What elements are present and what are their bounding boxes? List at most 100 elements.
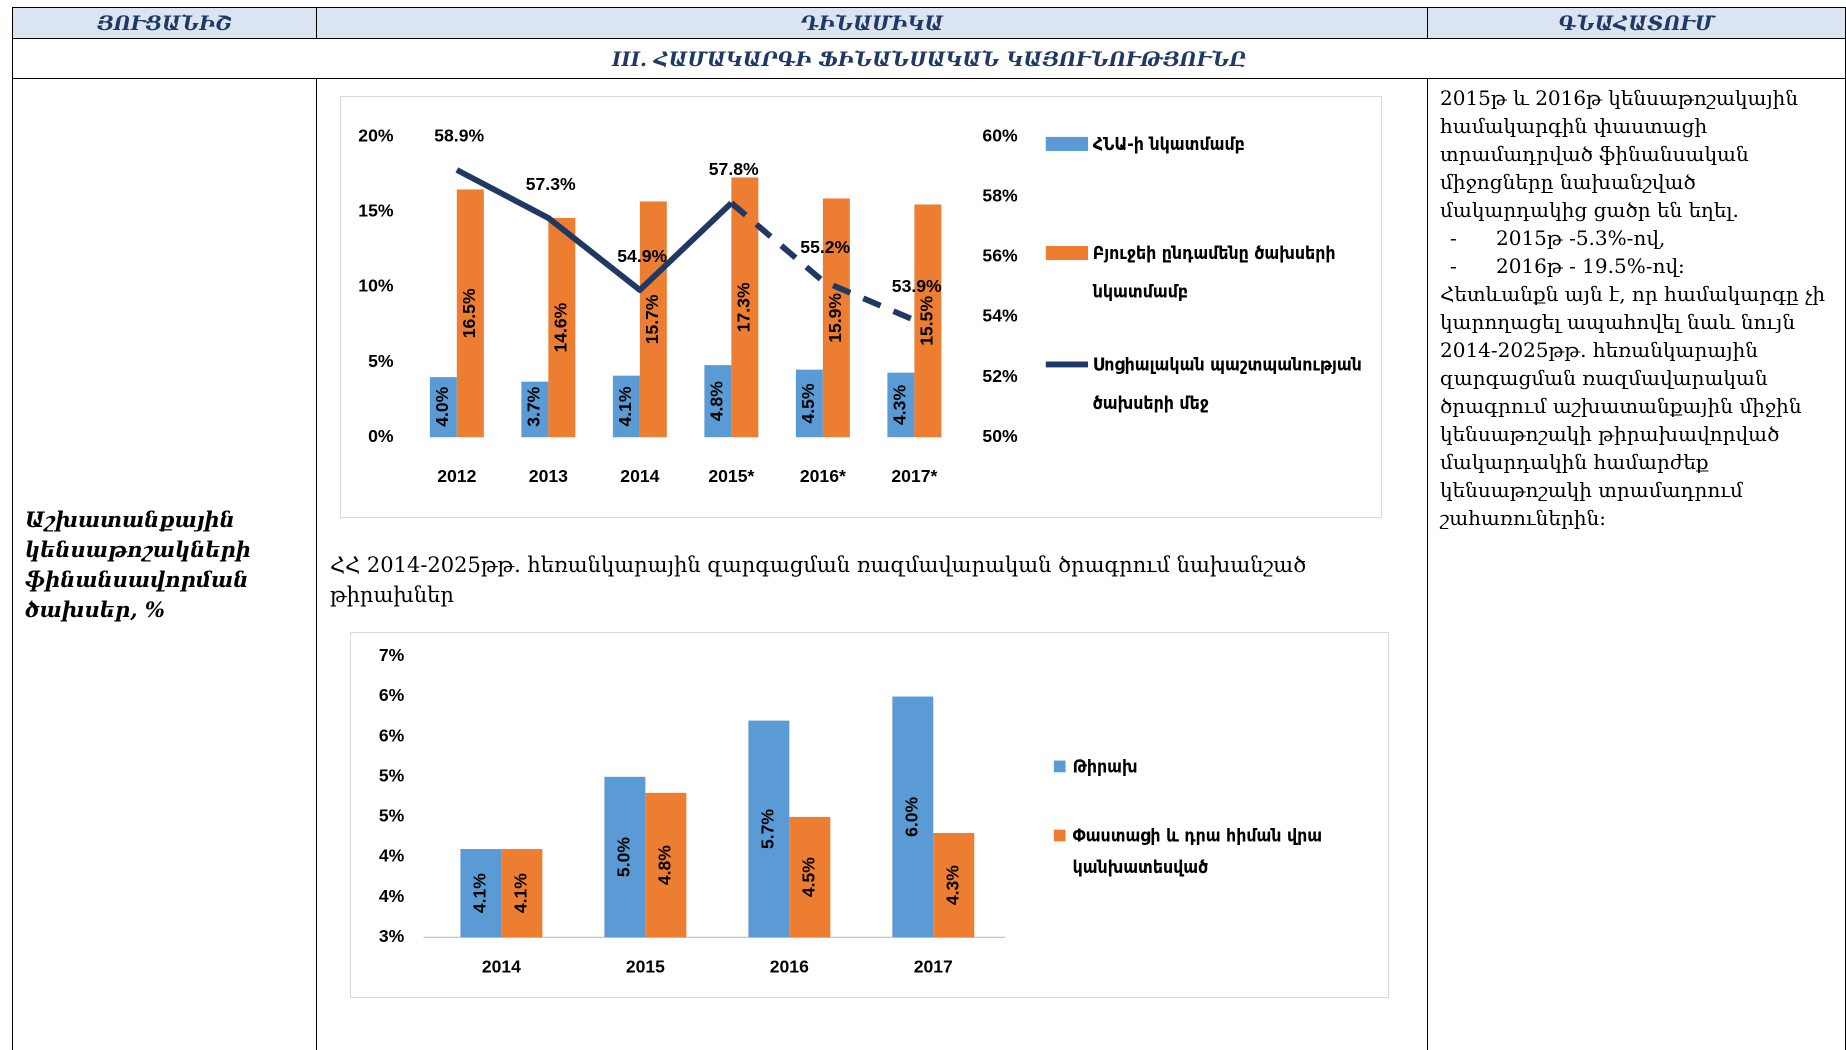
list-item: 2016թ - 19.5%-ով: xyxy=(1440,252,1830,280)
y2-tick-label: 54% xyxy=(982,306,1018,326)
legend-entry: Փաստացի և դրա հիման վրա կանխատեսված xyxy=(1072,824,1323,878)
bar xyxy=(429,377,457,438)
legend-swatch xyxy=(1045,245,1089,261)
x-tick-label: 2014 xyxy=(620,466,659,486)
legend-swatch xyxy=(1053,760,1066,773)
x-tick-label: 2016* xyxy=(800,466,846,486)
value-label: 4.1% xyxy=(470,873,490,913)
assessment-conclusion: Հետևանքն այն է, որ համակարգը չի կարողացե… xyxy=(1440,282,1826,530)
y2-tick-label: 56% xyxy=(982,246,1018,266)
list-item: 2015թ -5.3%-ով, xyxy=(1440,224,1830,252)
value-label: 57.8% xyxy=(709,159,759,179)
legend-entry: Թիրախ xyxy=(1072,755,1138,777)
y2-tick-label: 52% xyxy=(982,366,1018,386)
indicator: Աշխատանքային կենսաթոշակների ֆինանսավորմա… xyxy=(12,78,316,1050)
dynamics-cell xyxy=(316,78,1427,1050)
bar xyxy=(521,381,549,438)
value-label: 53.9% xyxy=(892,276,942,296)
value-label: 4.3% xyxy=(890,385,910,425)
y-tick-label: 5% xyxy=(368,351,394,371)
y-tick-label: 15% xyxy=(358,201,394,221)
value-label: 54.9% xyxy=(617,246,667,266)
value-label: 4.1% xyxy=(615,386,635,426)
y2-tick-label: 58% xyxy=(982,186,1018,206)
y-tick-label: 6% xyxy=(379,685,405,705)
y-tick-label: 10% xyxy=(358,276,394,296)
legend-entry: Սոցիալական պաշտպանության ծախսերի մեջ xyxy=(1092,353,1362,414)
value-label: 4.0% xyxy=(432,386,452,426)
header-cell: ՅՈՒՑԱՆԻՇ xyxy=(12,7,316,38)
bar xyxy=(645,792,687,938)
bar xyxy=(789,816,831,938)
bar xyxy=(887,372,915,438)
chart: 0% 5% 10% 15% 20% 50% 52% 54% 56% 58% 60% 2012 2013 2… xyxy=(358,126,1362,486)
x-tick-label: 2016 xyxy=(770,956,809,976)
value-label: 5.7% xyxy=(757,809,777,849)
value-label: 4.3% xyxy=(942,865,962,905)
legend-entry: ՀՆԱ-ի նկատմամբ xyxy=(1092,132,1245,154)
bar xyxy=(704,365,732,438)
bar xyxy=(604,776,646,938)
bar xyxy=(914,204,942,438)
line xyxy=(729,200,916,323)
chart-frame: 3% 4% 4% 5% 5% 6% 6% 7% 2014 2015 2016 2017 4.1% 5.0%… xyxy=(350,632,1389,998)
y-tick-label: 0% xyxy=(368,426,394,446)
x-tick-label: 2015 xyxy=(626,956,665,976)
bar xyxy=(731,177,759,438)
x-tick-label: 2013 xyxy=(529,466,568,486)
bar xyxy=(748,720,790,938)
x-tick-label: 2017* xyxy=(891,466,937,486)
indicator-text: Աշխատանքային կենսաթոշակների ֆինանսավորմա… xyxy=(25,506,251,622)
value-label: 14.6% xyxy=(550,302,570,352)
y-tick-label: 5% xyxy=(379,765,405,785)
bar xyxy=(639,201,667,438)
bar xyxy=(501,849,543,938)
value-label: 4.5% xyxy=(798,857,818,897)
legend-label: Փաստացի և դրա հիման վրա կանխատեսված xyxy=(1072,824,1323,878)
legend-label: Բյուջեի ընդամենը ծախսերի նկատմամբ xyxy=(1092,241,1336,302)
legend-label: ՀՆԱ-ի նկատմամբ xyxy=(1092,132,1245,154)
value-label: 4.8% xyxy=(654,845,674,885)
value-label: 4.8% xyxy=(707,381,727,421)
section-title: III. ՀԱՄԱԿԱՐԳԻ ՖԻՆԱՆՍԱԿԱՆ ԿԱՅՈՒՆՈՒԹՅՈՒՆԸ xyxy=(12,38,1846,78)
bar xyxy=(548,217,576,438)
value-label: 15.5% xyxy=(917,296,937,346)
bar xyxy=(892,696,934,938)
x-tick-label: 2017 xyxy=(914,956,953,976)
bar xyxy=(456,189,484,438)
value-label: 16.5% xyxy=(459,288,479,338)
value-label: 5.0% xyxy=(614,837,634,877)
x-tick-label: 2012 xyxy=(437,466,476,486)
value-label: 15.7% xyxy=(642,294,662,344)
line xyxy=(455,167,734,293)
chart-caption: ՀՀ 2014-2025թթ. հեռանկարային զարգացման ռ… xyxy=(330,553,1307,607)
header-cell: ԴԻՆԱՄԻԿԱ xyxy=(316,7,1427,38)
value-label: 17.3% xyxy=(733,282,753,332)
value-label: 4.5% xyxy=(798,383,818,423)
y2-tick-label: 60% xyxy=(982,126,1018,146)
legend-swatch xyxy=(1053,829,1066,842)
assessment-intro: 2015թ և 2016թ կենսաթոշակային համակարգին … xyxy=(1440,86,1799,222)
bar xyxy=(612,375,640,438)
legend-label: Սոցիալական պաշտպանության ծախսերի մեջ xyxy=(1092,353,1362,414)
y-tick-label: 5% xyxy=(379,806,405,826)
legend-label: Թիրախ xyxy=(1072,755,1138,777)
value-label: 15.9% xyxy=(825,293,845,343)
value-label: 57.3% xyxy=(526,174,576,194)
chart: 3% 4% 4% 5% 5% 6% 6% 7% 2014 2015 2016 2017 4.1% 5.0%… xyxy=(379,645,1323,976)
bar xyxy=(933,832,975,938)
y-tick-label: 3% xyxy=(379,926,405,946)
y2-tick-label: 50% xyxy=(982,426,1018,446)
header-cell: ԳՆԱՀԱՏՈՒՄ xyxy=(1427,7,1846,38)
value-label: 3.7% xyxy=(523,386,543,426)
chart-frame: 0% 5% 10% 15% 20% 50% 52% 54% 56% 58% 60% 2012 2013 2… xyxy=(340,96,1382,518)
legend-swatch xyxy=(1045,136,1089,151)
bar xyxy=(822,198,850,438)
value-label: 4.1% xyxy=(511,873,531,913)
y-tick-label: 6% xyxy=(379,725,405,745)
y-tick-label: 7% xyxy=(379,645,405,665)
y-tick-label: 20% xyxy=(358,126,394,146)
assessment: 2015թ և 2016թ կենսաթոշակային համակարգին … xyxy=(1440,84,1830,532)
y-tick-label: 4% xyxy=(379,886,405,906)
